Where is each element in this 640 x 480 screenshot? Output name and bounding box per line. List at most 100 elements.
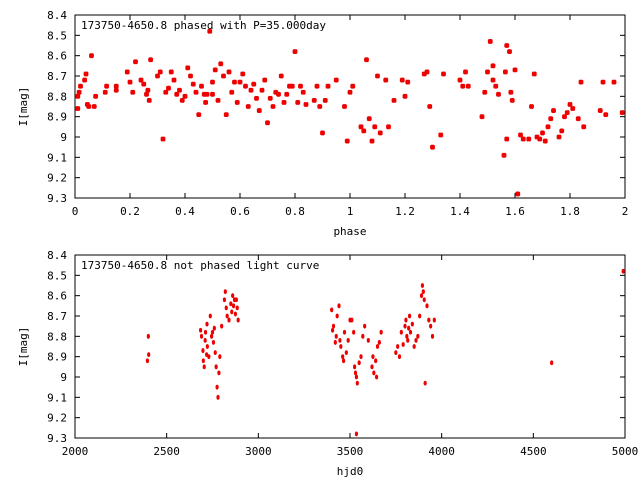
x-tick-label: 1.6 — [505, 205, 525, 218]
data-point — [203, 329, 208, 335]
data-point — [374, 374, 379, 380]
data-point — [490, 77, 496, 83]
data-point — [284, 91, 290, 97]
data-point — [504, 136, 510, 142]
data-point — [438, 132, 444, 138]
data-point — [542, 138, 548, 144]
data-point — [414, 338, 418, 343]
data-point — [357, 360, 361, 366]
data-point — [334, 333, 338, 339]
data-point — [113, 83, 119, 89]
data-point — [262, 77, 268, 83]
y-axis-label: I[mag] — [17, 87, 30, 127]
data-point — [278, 73, 284, 79]
data-point — [330, 327, 335, 333]
data-point — [539, 130, 546, 136]
data-point — [179, 97, 185, 103]
data-point — [233, 311, 238, 317]
data-point — [416, 333, 420, 339]
data-point — [213, 350, 217, 355]
data-point — [201, 91, 207, 97]
data-point — [355, 380, 359, 386]
data-point — [379, 329, 383, 335]
x-tick-label: 1.8 — [560, 205, 580, 218]
y-tick-label: 9.2 — [47, 412, 67, 425]
data-point — [289, 83, 295, 89]
y-tick-label: 9.3 — [47, 192, 67, 205]
data-point — [408, 329, 413, 335]
data-point — [429, 144, 436, 150]
data-point — [406, 338, 410, 343]
data-point — [377, 130, 383, 136]
data-point — [215, 384, 219, 390]
data-point — [207, 354, 211, 360]
data-point — [256, 108, 262, 114]
data-point — [440, 71, 447, 77]
data-point — [353, 370, 358, 376]
data-point — [374, 358, 378, 364]
data-point — [366, 116, 372, 122]
data-point — [163, 89, 169, 95]
x-tick-label: 0.4 — [175, 205, 195, 218]
data-point — [375, 344, 380, 349]
data-point — [383, 77, 389, 83]
data-point — [575, 116, 581, 122]
data-point — [490, 63, 496, 69]
data-point — [407, 313, 412, 319]
data-point — [146, 333, 150, 339]
data-point — [391, 97, 397, 103]
data-point — [229, 301, 233, 307]
x-tick-label: 0 — [72, 205, 79, 218]
data-point — [561, 114, 568, 120]
data-point — [75, 93, 81, 99]
data-point — [130, 89, 136, 95]
phased-light-curve-panel: 0 0.2 0.4 0.6 0.8 1 1.2 1.4 1.6 1.8 2 8.4 8.5 8.6 8.7 8… — [17, 9, 628, 238]
data-point — [148, 57, 154, 63]
data-point — [295, 99, 301, 105]
data-point — [75, 105, 81, 112]
data-point — [245, 103, 251, 110]
data-point — [209, 91, 216, 97]
data-point — [102, 89, 108, 95]
data-point — [303, 101, 309, 108]
data-point — [224, 305, 228, 311]
data-point — [209, 333, 214, 339]
data-point — [429, 323, 433, 329]
data-point — [198, 83, 205, 89]
data-point — [338, 338, 342, 343]
data-point — [275, 91, 282, 97]
data-point — [205, 344, 209, 349]
data-point — [465, 83, 471, 89]
data-point — [457, 77, 463, 83]
data-point — [333, 340, 337, 345]
data-point — [297, 83, 304, 89]
data-point — [190, 81, 196, 87]
x-tick-label: 1 — [347, 205, 354, 218]
data-point — [220, 323, 224, 329]
data-point — [333, 77, 339, 83]
y-tick-label: 8.4 — [47, 249, 67, 262]
data-point — [204, 91, 210, 97]
data-point — [556, 134, 562, 140]
data-point — [372, 370, 376, 376]
y-tick-label: 8.7 — [47, 310, 67, 323]
x-tick-label: 3000 — [245, 445, 272, 458]
data-point — [314, 83, 320, 89]
data-point — [526, 136, 532, 142]
data-point — [83, 71, 89, 77]
data-point — [361, 333, 365, 339]
data-point — [187, 73, 194, 79]
data-point — [405, 79, 411, 85]
data-point — [231, 293, 235, 299]
data-point — [611, 79, 617, 85]
data-point — [341, 103, 348, 110]
data-point — [160, 136, 166, 142]
data-point — [322, 97, 328, 103]
data-point — [517, 132, 524, 138]
data-point — [418, 313, 422, 319]
data-point — [165, 85, 172, 91]
y-tick-label: 9.2 — [47, 172, 67, 185]
x-tick-label: 4000 — [428, 445, 455, 458]
data-point — [319, 130, 326, 136]
data-point — [212, 67, 218, 73]
